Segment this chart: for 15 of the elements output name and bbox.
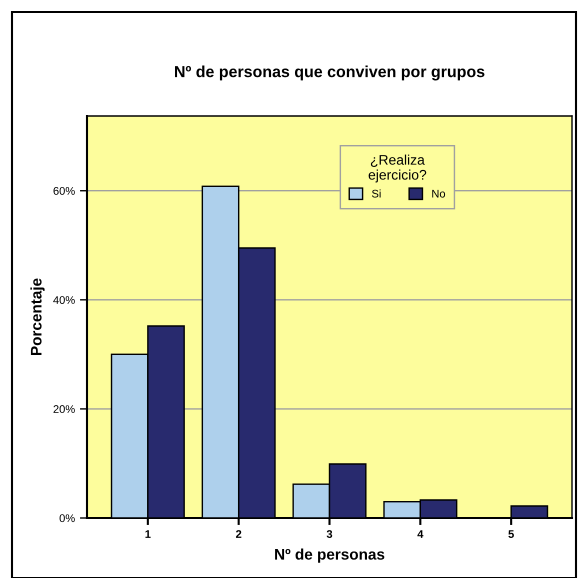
x-tick-label: 3 — [326, 530, 332, 538]
y-axis-title: Porcentaje — [30, 278, 45, 356]
legend-title: ¿Realiza ejercicio? — [368, 154, 426, 182]
y-tick-label: 20% — [54, 405, 75, 414]
x-tick-label: 4 — [417, 530, 424, 538]
y-tick-label: 40% — [53, 296, 75, 304]
y-tick-label: 0% — [60, 514, 75, 522]
x-tick-label: 5 — [508, 530, 514, 538]
chart-title: Nº de personas que conviven por grupos — [175, 66, 484, 80]
x-tick-label: 1 — [145, 530, 151, 538]
y-tick-label: 60% — [54, 186, 75, 195]
legend-label: No — [432, 190, 446, 198]
x-tick-label: 2 — [236, 530, 242, 538]
x-axis-title: Nº de personas — [275, 548, 384, 563]
legend-label: Si — [372, 189, 381, 198]
